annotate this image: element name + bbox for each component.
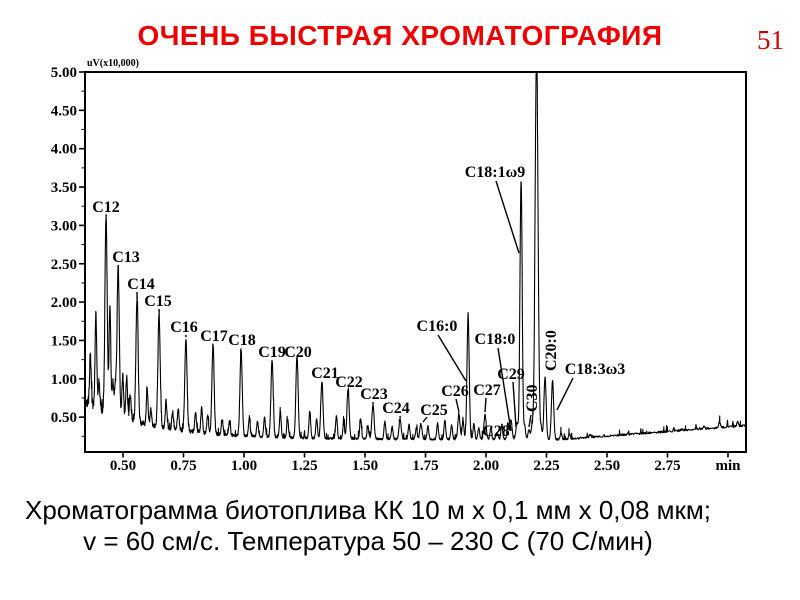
peak-leader-C27 <box>484 397 487 413</box>
y-tick-label: 1.50 <box>51 333 77 349</box>
y-tick-label: 3.50 <box>51 180 77 196</box>
peak-label-C29: C29 <box>497 366 525 383</box>
x-tick-label: 2.75 <box>654 458 680 474</box>
y-tick-label: 5.00 <box>51 65 77 81</box>
peak-label-C23: C23 <box>360 386 388 403</box>
peak-label-C21: C21 <box>311 365 339 382</box>
peak-label-C16: C16 <box>170 319 198 336</box>
peak-leader-C16:0 <box>437 334 467 382</box>
x-tick-label: 1.25 <box>291 458 317 474</box>
peak-leader-C25 <box>422 416 428 423</box>
peak-label-C28: C28 <box>482 423 510 440</box>
peak-label-C27: C27 <box>473 382 501 399</box>
y-tick-label: 4.00 <box>51 142 77 158</box>
caption-line-2: v = 60 см/с. Температура 50 – 230 С (70 … <box>83 526 653 556</box>
peak-label-C24: C24 <box>382 400 410 417</box>
peak-label-C16:0: C16:0 <box>417 318 458 335</box>
y-axis-label: uV(x10,000) <box>87 58 139 69</box>
peak-label-C18:0: C18:0 <box>475 331 516 348</box>
peak-label-C12: C12 <box>92 199 120 216</box>
peak-label-C18: C18 <box>228 332 256 349</box>
x-tick-label: 1.00 <box>231 458 257 474</box>
x-tick-label: 1.50 <box>352 458 378 474</box>
x-tick-label: 0.75 <box>170 458 196 474</box>
x-tick-label: 1.75 <box>412 458 438 474</box>
peak-leader-C18:0 <box>497 347 512 432</box>
y-tick-label: 1.00 <box>51 372 77 388</box>
page-number: 51 <box>757 25 784 55</box>
chromatogram-trace <box>85 71 747 441</box>
peak-label-C13: C13 <box>112 249 140 266</box>
peak-leader-C30 <box>528 414 532 428</box>
caption: Хроматограмма биотоплива КК 10 м х 0,1 м… <box>0 495 736 557</box>
x-tick-label: 0.50 <box>110 458 136 474</box>
peak-label-C19: C19 <box>258 344 286 361</box>
y-tick-label: 2.00 <box>51 295 77 311</box>
peak-label-C20:0: C20:0 <box>543 330 560 371</box>
peak-label-C15: C15 <box>144 293 172 310</box>
peak-label-C18:3ω3: C18:3ω3 <box>565 361 626 378</box>
peak-leader-C18:3ω3 <box>556 377 574 411</box>
peak-leader-C18:1ω9 <box>495 180 520 254</box>
plot-frame <box>84 71 747 453</box>
chromatogram-chart: 0.50 1.00 1.50 2.00 2.50 3.00 3.50 4.00 4.50 5.00… <box>51 58 747 474</box>
peak-label-C26: C26 <box>441 383 469 400</box>
x-tick-label: 2.25 <box>533 458 559 474</box>
peak-leader-C29 <box>512 381 517 428</box>
peak-label-C18:1ω9: C18:1ω9 <box>465 164 526 181</box>
page-title: ОЧЕНЬ БЫСТРАЯ ХРОМАТОГРАФИЯ <box>137 20 663 51</box>
y-tick-label: 0.50 <box>51 410 77 426</box>
peak-label-C30: C30 <box>524 384 541 412</box>
x-tick-label: 2.00 <box>473 458 499 474</box>
x-unit-label: min <box>715 458 741 474</box>
peak-label-C25: C25 <box>420 402 448 419</box>
y-tick-label: 3.00 <box>51 218 77 234</box>
peak-label-C22: C22 <box>335 374 363 391</box>
x-tick-label: 2.50 <box>594 458 620 474</box>
caption-line-1: Хроматограмма биотоплива КК 10 м х 0,1 м… <box>24 495 712 525</box>
y-tick-label: 4.50 <box>51 103 77 119</box>
y-tick-label: 2.50 <box>51 257 77 273</box>
peak-label-C20: C20 <box>284 344 312 361</box>
peak-label-C14: C14 <box>127 276 155 293</box>
peak-leader-C26 <box>455 398 460 413</box>
peak-label-C17: C17 <box>200 328 228 345</box>
